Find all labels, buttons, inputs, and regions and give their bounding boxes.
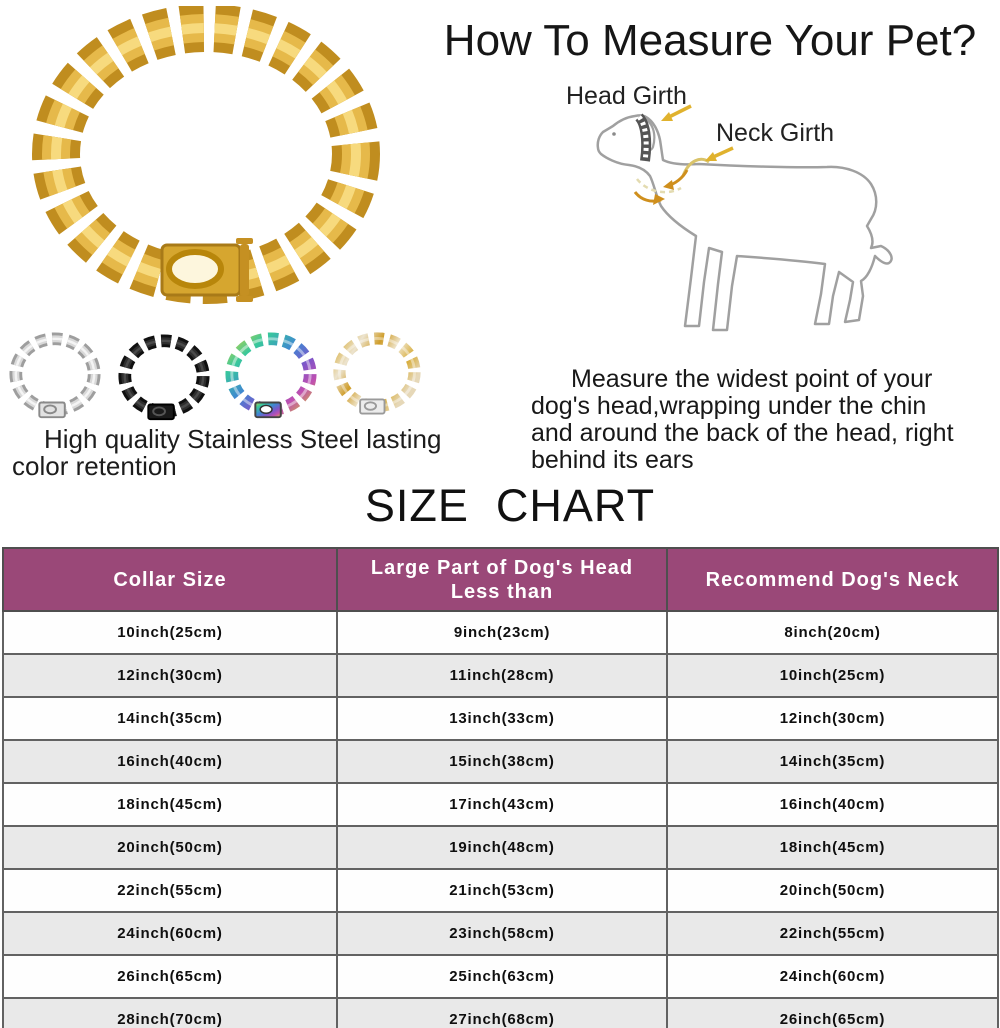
table-cell: 26inch(65cm): [2, 954, 338, 999]
dog-eye: [612, 132, 616, 136]
column-header-head-size: Large Part of Dog's Head Less than: [336, 547, 668, 612]
table-row: 20inch(50cm) 19inch(48cm) 18inch(45cm): [2, 825, 999, 870]
variant-gold-chain-image: [333, 332, 421, 415]
table-cell: 27inch(68cm): [336, 997, 668, 1028]
table-cell: 14inch(35cm): [666, 739, 999, 784]
measure-instructions-line: Measure the widest point of your: [571, 365, 933, 393]
table-cell: 24inch(60cm): [2, 911, 338, 956]
table-cell: 21inch(53cm): [336, 868, 668, 913]
neck-girth-label: Neck Girth: [716, 119, 835, 147]
table-row: 18inch(45cm) 17inch(43cm) 16inch(40cm): [2, 782, 999, 827]
measure-instructions-line: and around the back of the head, right: [531, 419, 954, 447]
table-cell: 22inch(55cm): [666, 911, 999, 956]
gold-chain-collar-image: [32, 6, 380, 304]
size-chart-table: Collar Size Large Part of Dog's Head Les…: [2, 547, 999, 1028]
table-row: 26inch(65cm) 25inch(63cm) 24inch(60cm): [2, 954, 999, 999]
head-girth-label: Head Girth: [566, 82, 687, 110]
measure-instructions: Measure the widest point of your dog's h…: [531, 366, 1000, 474]
table-row: 12inch(30cm) 11inch(28cm) 10inch(25cm): [2, 653, 999, 698]
table-row: 10inch(25cm) 9inch(23cm) 8inch(20cm): [2, 610, 999, 655]
table-cell: 25inch(63cm): [336, 954, 668, 999]
table-cell: 9inch(23cm): [336, 610, 668, 655]
table-cell: 14inch(35cm): [2, 696, 338, 741]
measure-instructions-line: behind its ears: [531, 446, 694, 474]
table-cell: 15inch(38cm): [336, 739, 668, 784]
variant-black-chain-image: [118, 334, 210, 421]
table-cell: 26inch(65cm): [666, 997, 999, 1028]
table-cell: 19inch(48cm): [336, 825, 668, 870]
size-chart-title: SIZE CHART: [364, 480, 656, 531]
measure-instructions-line: dog's head,wrapping under the chin: [531, 392, 927, 420]
table-cell: 12inch(30cm): [2, 653, 338, 698]
table-cell: 23inch(58cm): [336, 911, 668, 956]
table-cell: 22inch(55cm): [2, 868, 338, 913]
table-cell: 20inch(50cm): [2, 825, 338, 870]
page-title: How To Measure Your Pet?: [443, 16, 977, 65]
quality-note-line: High quality Stainless Steel lasting: [44, 424, 442, 454]
table-row: 16inch(40cm) 15inch(38cm) 14inch(35cm): [2, 739, 999, 784]
quality-note: High quality Stainless Steel lasting col…: [12, 426, 492, 480]
table-header-row: Collar Size Large Part of Dog's Head Les…: [2, 547, 999, 612]
table-cell: 16inch(40cm): [666, 782, 999, 827]
table-cell: 24inch(60cm): [666, 954, 999, 999]
table-cell: 28inch(70cm): [2, 997, 338, 1028]
variant-rainbow-chain-image: [225, 332, 317, 419]
table-cell: 12inch(30cm): [666, 696, 999, 741]
table-cell: 20inch(50cm): [666, 868, 999, 913]
table-row: 24inch(60cm) 23inch(58cm) 22inch(55cm): [2, 911, 999, 956]
table-cell: 11inch(28cm): [336, 653, 668, 698]
table-cell: 16inch(40cm): [2, 739, 338, 784]
column-header-neck-size: Recommend Dog's Neck: [666, 547, 999, 612]
table-cell: 10inch(25cm): [666, 653, 999, 698]
column-header-collar-size: Collar Size: [2, 547, 338, 612]
variant-silver-chain-image: [9, 332, 101, 419]
table-cell: 10inch(25cm): [2, 610, 338, 655]
table-row: 28inch(70cm) 27inch(68cm) 26inch(65cm): [2, 997, 999, 1028]
table-cell: 18inch(45cm): [2, 782, 338, 827]
table-row: 14inch(35cm) 13inch(33cm) 12inch(30cm): [2, 696, 999, 741]
table-cell: 17inch(43cm): [336, 782, 668, 827]
dog-measurement-diagram: [596, 104, 893, 332]
table-cell: 8inch(20cm): [666, 610, 999, 655]
quality-note-line: color retention: [12, 451, 177, 481]
table-row: 22inch(55cm) 21inch(53cm) 20inch(50cm): [2, 868, 999, 913]
table-cell: 13inch(33cm): [336, 696, 668, 741]
head-girth-arrow: [666, 104, 692, 120]
table-cell: 18inch(45cm): [666, 825, 999, 870]
